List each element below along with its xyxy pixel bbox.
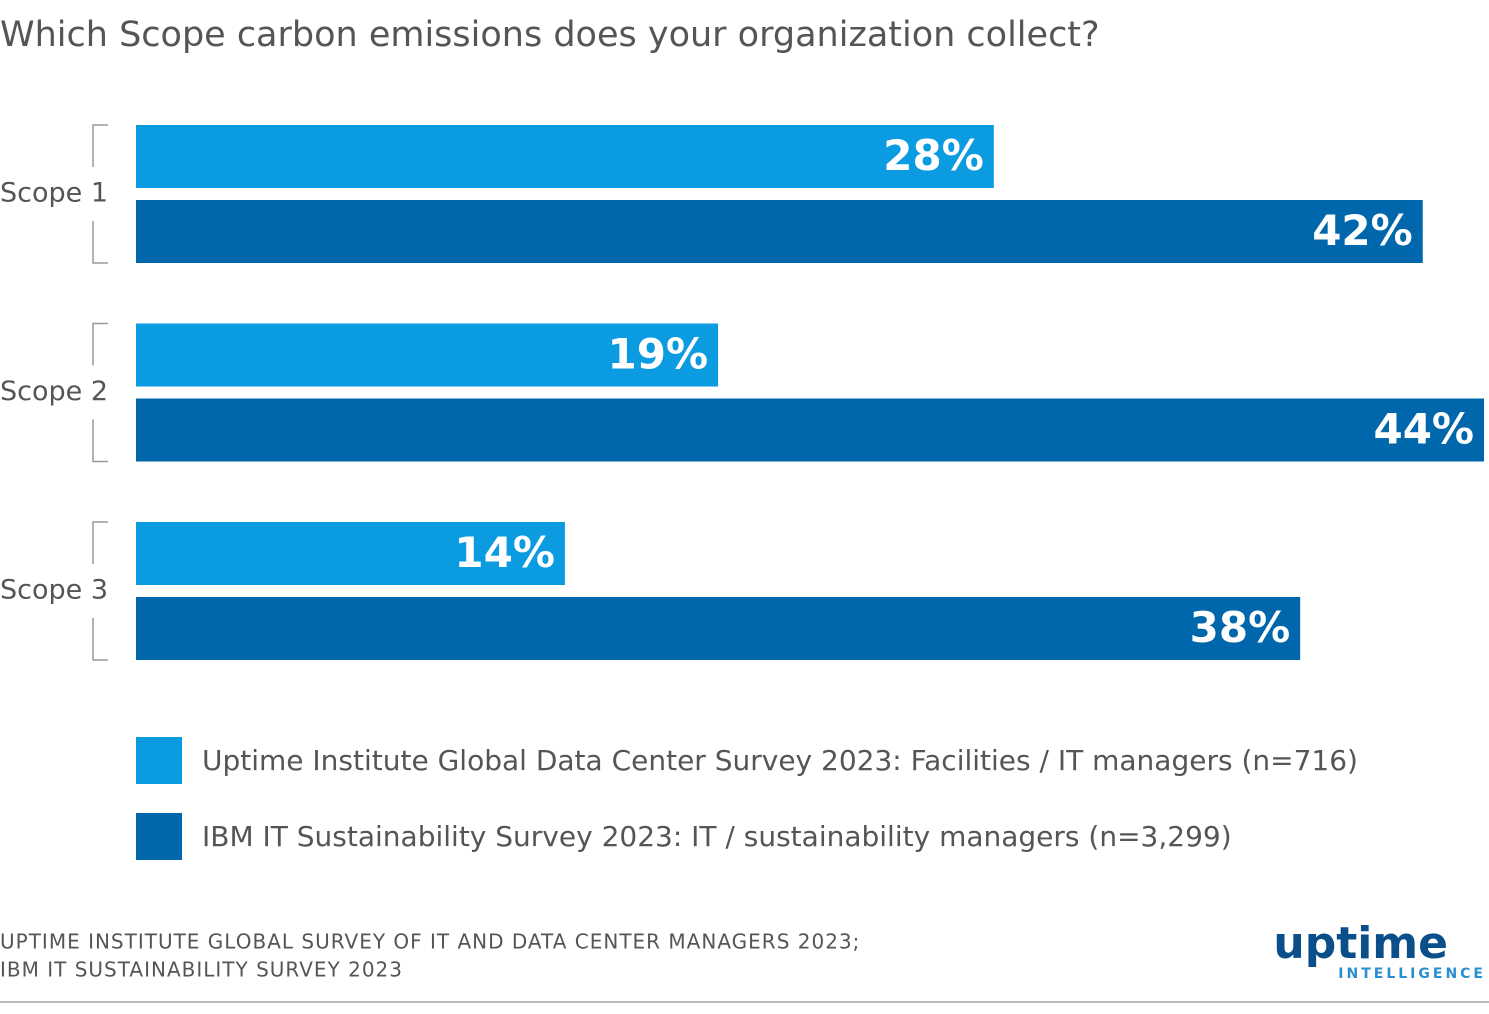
legend-swatch — [136, 813, 182, 860]
logo-name: uptime — [1273, 918, 1448, 969]
chart-title: Which Scope carbon emissions does your o… — [0, 15, 1100, 55]
source-line: IBM IT SUSTAINABILITY SURVEY 2023 — [0, 958, 403, 982]
bar — [136, 522, 565, 585]
value-label: 28% — [883, 131, 984, 180]
logo-tagline: INTELLIGENCE — [1338, 966, 1486, 982]
category-bracket — [92, 322, 108, 463]
legend-swatch — [136, 737, 182, 784]
legend-label: Uptime Institute Global Data Center Surv… — [202, 744, 1358, 777]
bar — [136, 200, 1423, 263]
legend-label: IBM IT Sustainability Survey 2023: IT / … — [202, 820, 1232, 853]
bar — [136, 398, 1484, 462]
category-label: Scope 3 — [0, 575, 108, 606]
category-bracket — [92, 521, 108, 661]
bar — [136, 323, 719, 387]
value-label: 38% — [1190, 603, 1291, 652]
value-label: 44% — [1373, 405, 1474, 454]
value-label: 14% — [454, 528, 555, 577]
bar — [136, 597, 1301, 660]
source-line: UPTIME INSTITUTE GLOBAL SURVEY OF IT AND… — [0, 930, 860, 954]
value-label: 19% — [608, 330, 709, 379]
category-label: Scope 2 — [0, 376, 108, 407]
category-label: Scope 1 — [0, 178, 108, 209]
value-label: 42% — [1312, 206, 1413, 255]
category-bracket — [92, 124, 108, 264]
bar — [136, 125, 994, 188]
